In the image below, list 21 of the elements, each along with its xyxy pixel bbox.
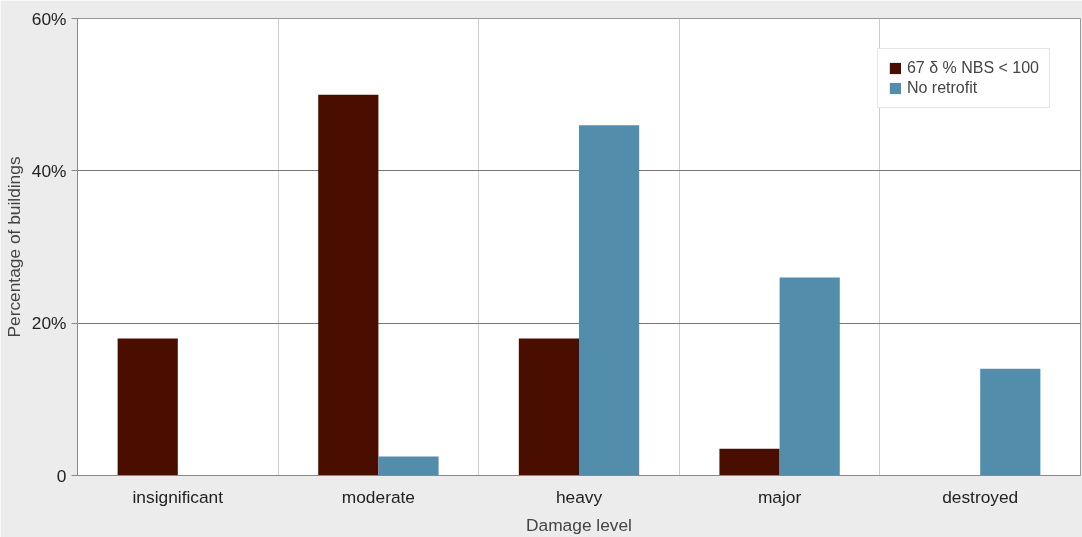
legend-label: 67 δ % NBS < 100 (906, 59, 1039, 77)
legend-label: No retrofit (906, 79, 978, 97)
y-tick-label: 0 (56, 465, 67, 486)
x-tick-label: destroyed (942, 486, 1019, 507)
x-tick-label: heavy (555, 486, 603, 507)
bar (779, 277, 840, 476)
bar (518, 338, 579, 476)
x-axis-title: Damage level (526, 514, 632, 535)
x-tick-label: major (757, 486, 802, 507)
x-tick-label: moderate (341, 486, 416, 507)
y-tick-label: 40% (31, 160, 67, 181)
x-tick-label: insignificant (132, 486, 224, 507)
bar (318, 94, 379, 476)
bar (378, 456, 439, 476)
bar (117, 338, 178, 476)
bar (719, 448, 780, 476)
y-tick-label: 60% (31, 8, 67, 29)
y-axis-title: Percentage of buildings (3, 156, 24, 338)
y-tick-label: 20% (31, 313, 67, 334)
bar (579, 125, 640, 476)
bar (980, 368, 1041, 476)
